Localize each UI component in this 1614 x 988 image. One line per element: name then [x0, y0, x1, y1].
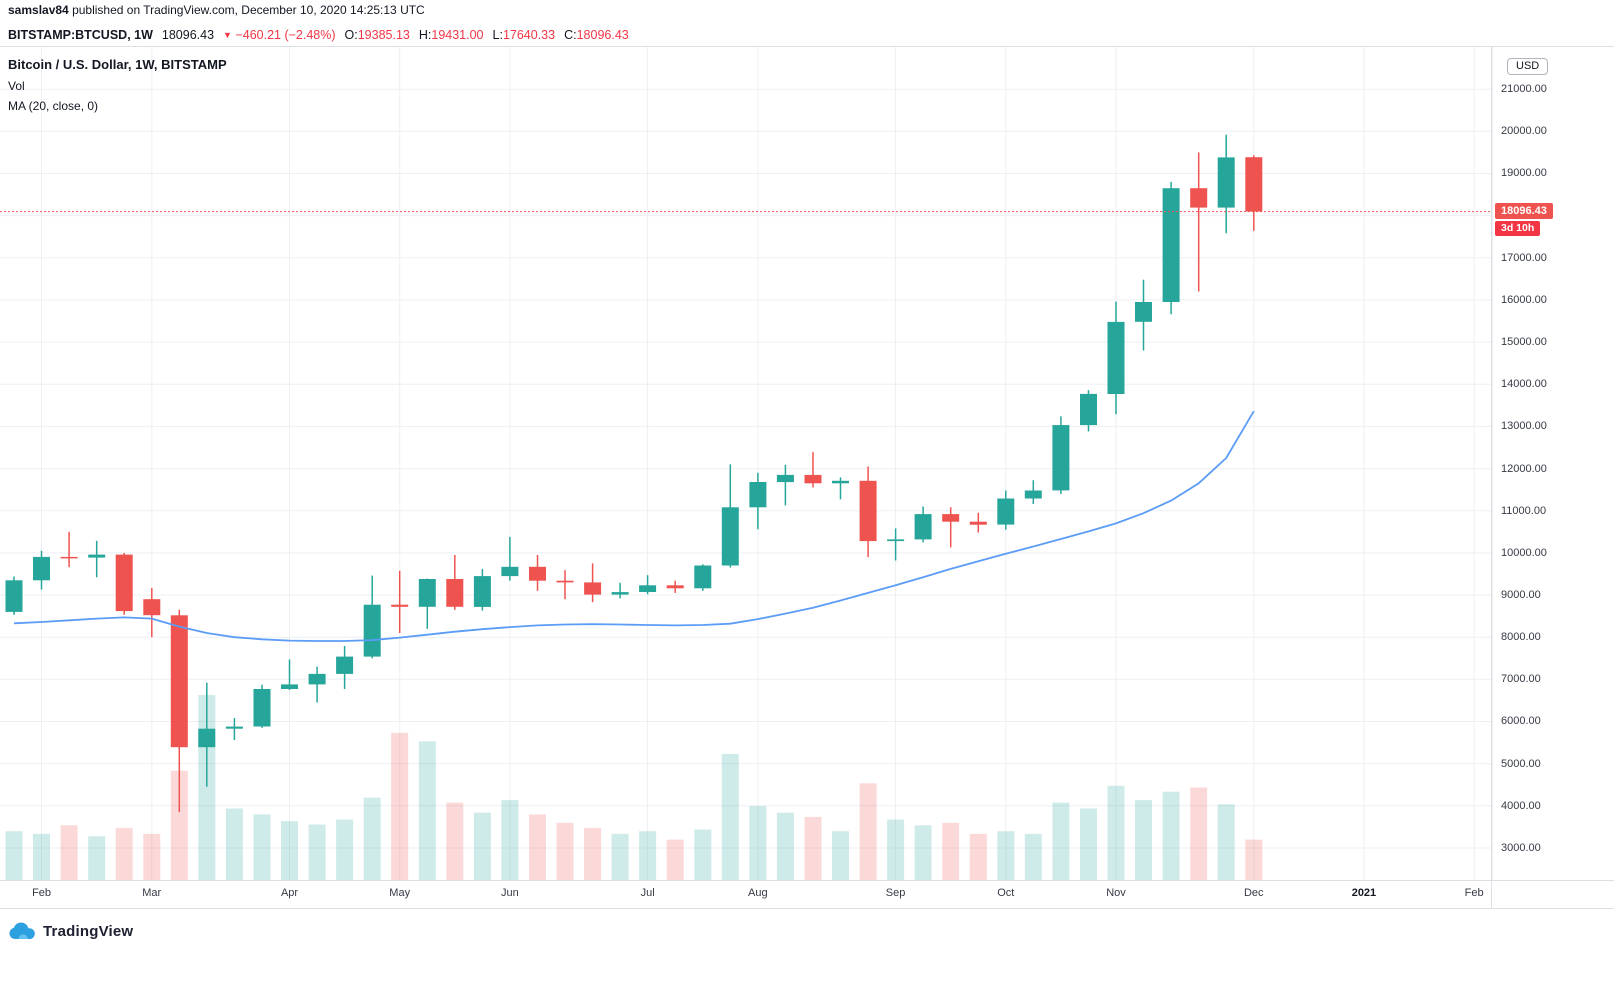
candlestick-chart[interactable]	[0, 47, 1492, 880]
time-tick: 2021	[1351, 887, 1377, 899]
change-value: −460.21 (−2.48%)	[235, 27, 336, 42]
symbol-name: BITSTAMP:BTCUSD, 1W	[8, 27, 153, 42]
publish-header: samslav84 published on TradingView.com, …	[0, 0, 1614, 23]
brand-name: TradingView	[43, 922, 134, 940]
price-tick: 4000.00	[1501, 799, 1541, 812]
chart-plot[interactable]: Bitcoin / U.S. Dollar, 1W, BITSTAMP Vol …	[0, 47, 1492, 880]
price-tick: 7000.00	[1501, 673, 1541, 686]
time-tick: Feb	[1464, 887, 1484, 899]
down-triangle-icon: ▼	[223, 29, 232, 40]
time-tick: Jun	[501, 887, 519, 899]
legend-volume[interactable]: Vol	[8, 78, 25, 93]
time-axis-row: Feb Mar Apr May Jun Jul Aug Sep Oct Nov Dec 2021 Feb	[0, 880, 1614, 909]
time-tick: Dec	[1243, 887, 1264, 899]
chart-area: Bitcoin / U.S. Dollar, 1W, BITSTAMP Vol …	[0, 46, 1614, 880]
last-price: 18096.43	[161, 27, 215, 42]
price-tick: 11000.00	[1501, 504, 1547, 517]
close-value: C:18096.43	[564, 27, 629, 42]
price-tick: 3000.00	[1501, 841, 1541, 854]
low-value: L:17640.33	[492, 27, 556, 42]
time-tick: Sep	[885, 887, 906, 899]
time-axis[interactable]: Feb Mar Apr May Jun Jul Aug Sep Oct Nov Dec 2021 Feb	[0, 881, 1492, 908]
price-tick: 5000.00	[1501, 757, 1541, 770]
legend-ma[interactable]: MA (20, close, 0)	[8, 98, 99, 113]
high-value: H:19431.00	[418, 27, 484, 42]
axis-corner	[1492, 881, 1613, 908]
price-tick: 8000.00	[1501, 631, 1541, 644]
time-tick: May	[389, 887, 411, 899]
price-tick: 12000.00	[1501, 462, 1547, 475]
change-group: ▼ −460.21 (−2.48%)	[223, 28, 335, 42]
price-tick: 16000.00	[1501, 293, 1547, 306]
price-tick: 10000.00	[1501, 546, 1547, 559]
price-tick: 6000.00	[1501, 715, 1541, 728]
time-tick: Nov	[1106, 887, 1126, 899]
open-value: O:19385.13	[344, 27, 410, 42]
last-price-badge: 18096.43	[1495, 202, 1553, 219]
username: samslav84	[8, 3, 69, 17]
tradingview-brand[interactable]: TradingView	[8, 922, 133, 940]
chart-legend: Bitcoin / U.S. Dollar, 1W, BITSTAMP Vol …	[8, 55, 227, 115]
time-tick: Jul	[640, 887, 655, 899]
price-tick: 19000.00	[1501, 167, 1547, 180]
price-tick: 20000.00	[1501, 125, 1547, 138]
time-tick: Mar	[142, 887, 162, 899]
price-tick: 9000.00	[1501, 589, 1541, 602]
bar-countdown-badge: 3d 10h	[1495, 220, 1541, 236]
legend-symbol[interactable]: Bitcoin / U.S. Dollar, 1W, BITSTAMP	[8, 57, 227, 72]
price-tick: 13000.00	[1501, 420, 1547, 433]
price-axis[interactable]: USD 21000.00 20000.00 19000.00 17000.00 1600…	[1492, 47, 1614, 880]
time-tick: Feb	[32, 887, 52, 899]
price-tick: 21000.00	[1501, 83, 1547, 96]
price-tick: 17000.00	[1501, 251, 1547, 264]
time-tick: Apr	[280, 887, 299, 899]
publish-info: published on TradingView.com, December 1…	[68, 3, 425, 17]
footer: TradingView	[0, 909, 1614, 988]
price-tick: 15000.00	[1501, 336, 1547, 349]
time-tick: Oct	[997, 887, 1015, 899]
tradingview-cloud-icon	[8, 922, 36, 940]
symbol-header: BITSTAMP:BTCUSD, 1W 18096.43 ▼ −460.21 (…	[0, 23, 1614, 46]
currency-badge[interactable]: USD	[1507, 58, 1549, 75]
time-tick: Aug	[748, 887, 768, 899]
price-tick: 14000.00	[1501, 378, 1547, 391]
